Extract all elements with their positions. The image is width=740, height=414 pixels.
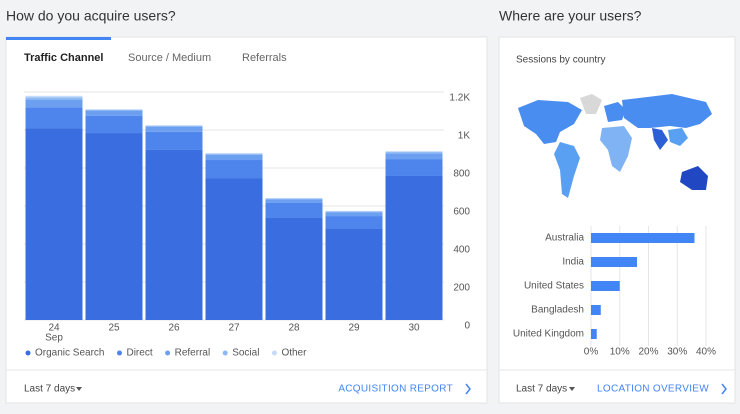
legend-label: Social	[232, 348, 259, 359]
report-link[interactable]: LOCATION OVERVIEW	[597, 384, 709, 395]
legend-label: Referral	[175, 348, 211, 359]
bar-segment	[385, 175, 443, 320]
legend-swatch	[271, 350, 277, 356]
legend-label: Direct	[126, 348, 152, 359]
y-tick-label: Australia	[545, 233, 584, 244]
bar-segment	[325, 210, 383, 212]
y-tick-label: India	[562, 257, 584, 268]
legend-label: Other	[281, 348, 307, 359]
bar-segment	[25, 99, 83, 108]
tab[interactable]: Traffic Channel	[24, 52, 103, 64]
bar-segment	[145, 126, 203, 132]
bar-segment	[25, 128, 83, 320]
bar-segment	[205, 153, 263, 155]
bar-segment	[325, 216, 383, 229]
world-map	[518, 94, 712, 198]
legend-label: Organic Search	[35, 348, 104, 359]
bar-segment	[85, 109, 143, 110]
x-tick-label: 20%	[638, 347, 658, 358]
y-tick-label: 800	[453, 169, 470, 180]
bar-segment	[145, 125, 203, 126]
bar	[591, 329, 597, 339]
bar-segment	[265, 217, 323, 320]
y-tick-label: 200	[453, 283, 470, 294]
dropdown-icon[interactable]	[76, 387, 82, 391]
x-tick-label: 10%	[610, 347, 630, 358]
bar-segment	[385, 151, 443, 153]
report-link[interactable]: ACQUISITION REPORT	[338, 384, 453, 395]
chevron[interactable]	[721, 383, 727, 395]
y-tick-label: United Kingdom	[513, 329, 584, 340]
x-tick-label: 28	[288, 323, 300, 334]
card	[498, 36, 736, 404]
date-range[interactable]: Last 7 days	[24, 384, 75, 395]
dropdown-icon[interactable]	[569, 387, 575, 391]
bar-segment	[205, 178, 263, 320]
bar-segment	[205, 154, 263, 161]
chevron[interactable]	[465, 383, 471, 395]
x-sublabel: Sep	[45, 333, 63, 344]
bar-segment	[205, 160, 263, 179]
bar-segment	[25, 95, 83, 98]
bar	[591, 233, 695, 243]
bar-segment	[385, 159, 443, 176]
bar-segment	[325, 228, 383, 320]
legend-swatch	[165, 350, 171, 356]
x-tick-label: 29	[348, 323, 360, 334]
bar-segment	[85, 133, 143, 320]
bar-segment	[85, 109, 143, 111]
bar-segment	[205, 152, 263, 154]
bar	[591, 281, 620, 291]
chart-title: Sessions by country	[516, 55, 606, 66]
bar	[591, 305, 601, 315]
y-tick-label: 600	[453, 207, 470, 218]
y-tick-label: 0	[464, 321, 470, 332]
legend-swatch	[116, 350, 122, 356]
x-tick-label: 0%	[584, 347, 599, 358]
bar-segment	[325, 212, 383, 217]
bar-segment	[25, 97, 83, 100]
bar-segment	[145, 149, 203, 320]
bar-segment	[265, 198, 323, 199]
heading: Where are your users?	[499, 8, 642, 24]
bar-segment	[265, 202, 323, 218]
x-tick-label: 30%	[667, 347, 687, 358]
tab[interactable]: Source / Medium	[128, 52, 211, 64]
bar-segment	[265, 199, 323, 203]
tab[interactable]: Referrals	[242, 52, 287, 64]
x-tick-label: 24	[48, 323, 60, 334]
tab-indicator	[6, 37, 111, 40]
bar-segment	[385, 153, 443, 160]
x-tick-label: 26	[168, 323, 180, 334]
y-tick-label: 1K	[458, 131, 471, 142]
bar-segment	[25, 107, 83, 129]
y-tick-label: United States	[524, 281, 584, 292]
x-tick-label: 40%	[696, 347, 716, 358]
heading: How do you acquire users?	[6, 8, 176, 24]
bar-segment	[85, 115, 143, 134]
bar	[591, 257, 637, 267]
bar-segment	[145, 131, 203, 150]
bar-segment	[145, 125, 203, 127]
bar-segment	[265, 198, 323, 200]
x-tick-label: 27	[228, 323, 240, 334]
date-range[interactable]: Last 7 days	[516, 384, 567, 395]
bar-segment	[385, 152, 443, 154]
bar-segment	[325, 211, 383, 213]
bar-segment	[85, 111, 143, 116]
y-tick-label: 400	[453, 245, 470, 256]
legend-swatch	[25, 350, 31, 356]
x-tick-label: 30	[408, 323, 420, 334]
y-tick-label: 1.2K	[449, 93, 470, 104]
legend-swatch	[222, 350, 228, 356]
x-tick-label: 25	[108, 323, 120, 334]
y-tick-label: Bangladesh	[531, 305, 584, 316]
